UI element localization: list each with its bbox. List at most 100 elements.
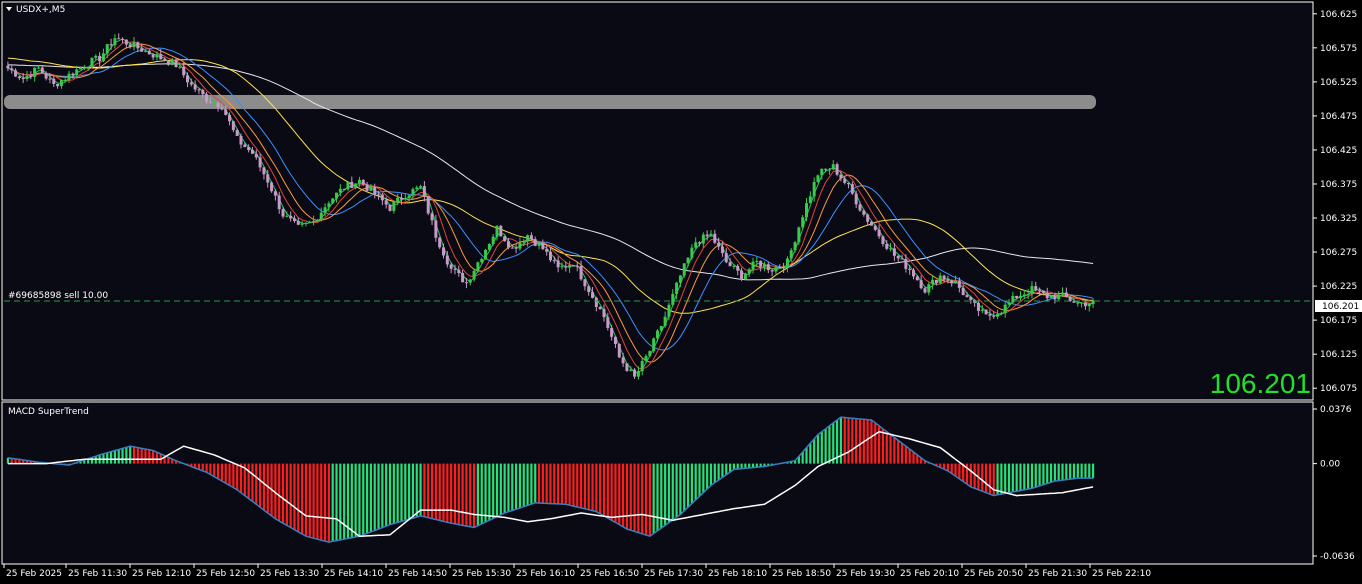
candle-body	[403, 198, 407, 200]
candle-body	[480, 259, 484, 263]
candle-body	[94, 55, 98, 58]
candle-body	[48, 78, 52, 80]
time-label: 25 Feb 18:50	[772, 569, 831, 579]
symbol-menu-icon[interactable]	[6, 7, 12, 11]
candle-body	[1026, 293, 1030, 295]
time-label: 25 Feb 11:30	[68, 569, 127, 579]
candle-body	[545, 249, 549, 252]
candle-body	[1091, 300, 1095, 305]
candle-body	[1072, 301, 1076, 303]
candle-body	[449, 264, 453, 269]
candle-body	[415, 187, 419, 190]
current-price-value: 106.201	[1322, 302, 1359, 312]
macd-label: -0.0636	[1320, 552, 1355, 562]
time-label: 25 Feb 20:50	[964, 569, 1023, 579]
candle-body	[617, 344, 621, 358]
candle-body	[296, 220, 300, 225]
price-label: 106.525	[1320, 78, 1357, 88]
candle-body	[843, 178, 847, 183]
candle-body	[919, 280, 923, 289]
candle-body	[889, 248, 893, 250]
candle-body	[79, 67, 83, 70]
candle-body	[533, 239, 537, 246]
time-label: 25 Feb 19:30	[836, 569, 895, 579]
candle-body	[762, 264, 766, 267]
candle-body	[755, 260, 759, 262]
candle-body	[663, 316, 667, 326]
candle-body	[117, 38, 121, 40]
current-price-tag	[1315, 300, 1362, 312]
candle-body	[705, 234, 709, 237]
candle-body	[461, 273, 465, 283]
candle-body	[136, 42, 140, 49]
candle-body	[694, 242, 698, 248]
candle-body	[438, 237, 442, 248]
candle-body	[629, 369, 633, 371]
time-label: 25 Feb 22:10	[1092, 569, 1151, 579]
candle-body	[801, 217, 805, 228]
candle-body	[510, 247, 514, 249]
candle-body	[59, 80, 63, 87]
candle-body	[304, 222, 308, 224]
candle-body	[720, 246, 724, 254]
candle-body	[640, 361, 644, 372]
candle-body	[724, 253, 728, 263]
candle-body	[484, 249, 488, 260]
candle-body	[774, 267, 778, 272]
candle-body	[866, 214, 870, 222]
candle-body	[289, 215, 293, 219]
time-label: 25 Feb 12:50	[196, 569, 255, 579]
candle-body	[243, 144, 247, 148]
candle-body	[14, 70, 18, 77]
candle-body	[816, 175, 820, 183]
candle-body	[571, 265, 575, 267]
candle-body	[151, 54, 155, 58]
candle-body	[399, 197, 403, 200]
candle-body	[885, 243, 889, 249]
candle-body	[1083, 302, 1087, 307]
candle-body	[988, 314, 992, 316]
time-label: 25 Feb 18:10	[708, 569, 767, 579]
candle-body	[1015, 295, 1019, 299]
candle-body	[396, 197, 400, 203]
candle-body	[380, 194, 384, 201]
candle-body	[212, 102, 216, 104]
candle-body	[63, 79, 67, 81]
candle-body	[121, 38, 125, 40]
candle-body	[583, 279, 587, 287]
candle-body	[1041, 290, 1045, 293]
candle-body	[980, 309, 984, 311]
candle-body	[698, 242, 702, 244]
candle-body	[457, 269, 461, 274]
candle-body	[961, 287, 965, 296]
candle-body	[682, 263, 686, 276]
candle-body	[1003, 304, 1007, 313]
candle-body	[1068, 297, 1072, 302]
price-label: 106.075	[1320, 384, 1357, 394]
candle-body	[193, 84, 197, 90]
candle-body	[101, 53, 105, 62]
macd-label: 0.00	[1320, 460, 1340, 470]
candle-body	[873, 225, 877, 230]
resistance-zone[interactable]	[4, 95, 1096, 109]
candle-body	[166, 60, 170, 65]
price-label: 106.175	[1320, 316, 1357, 326]
candle-body	[113, 38, 117, 46]
candle-body	[1045, 292, 1049, 299]
candle-body	[277, 195, 281, 210]
symbol-title[interactable]: USDX+,M5	[16, 5, 65, 15]
candle-body	[1049, 295, 1053, 299]
candle-body	[1018, 295, 1022, 299]
candle-body	[10, 68, 14, 71]
candle-body	[1057, 294, 1061, 300]
candle-body	[170, 59, 174, 65]
candle-body	[759, 260, 763, 267]
candle-body	[250, 149, 254, 154]
candle-body	[6, 65, 10, 69]
candle-body	[392, 202, 396, 211]
candle-body	[1007, 302, 1011, 305]
candle-body	[805, 203, 809, 218]
candle-body	[468, 279, 472, 283]
candle-body	[189, 82, 193, 85]
candle-body	[453, 268, 457, 270]
